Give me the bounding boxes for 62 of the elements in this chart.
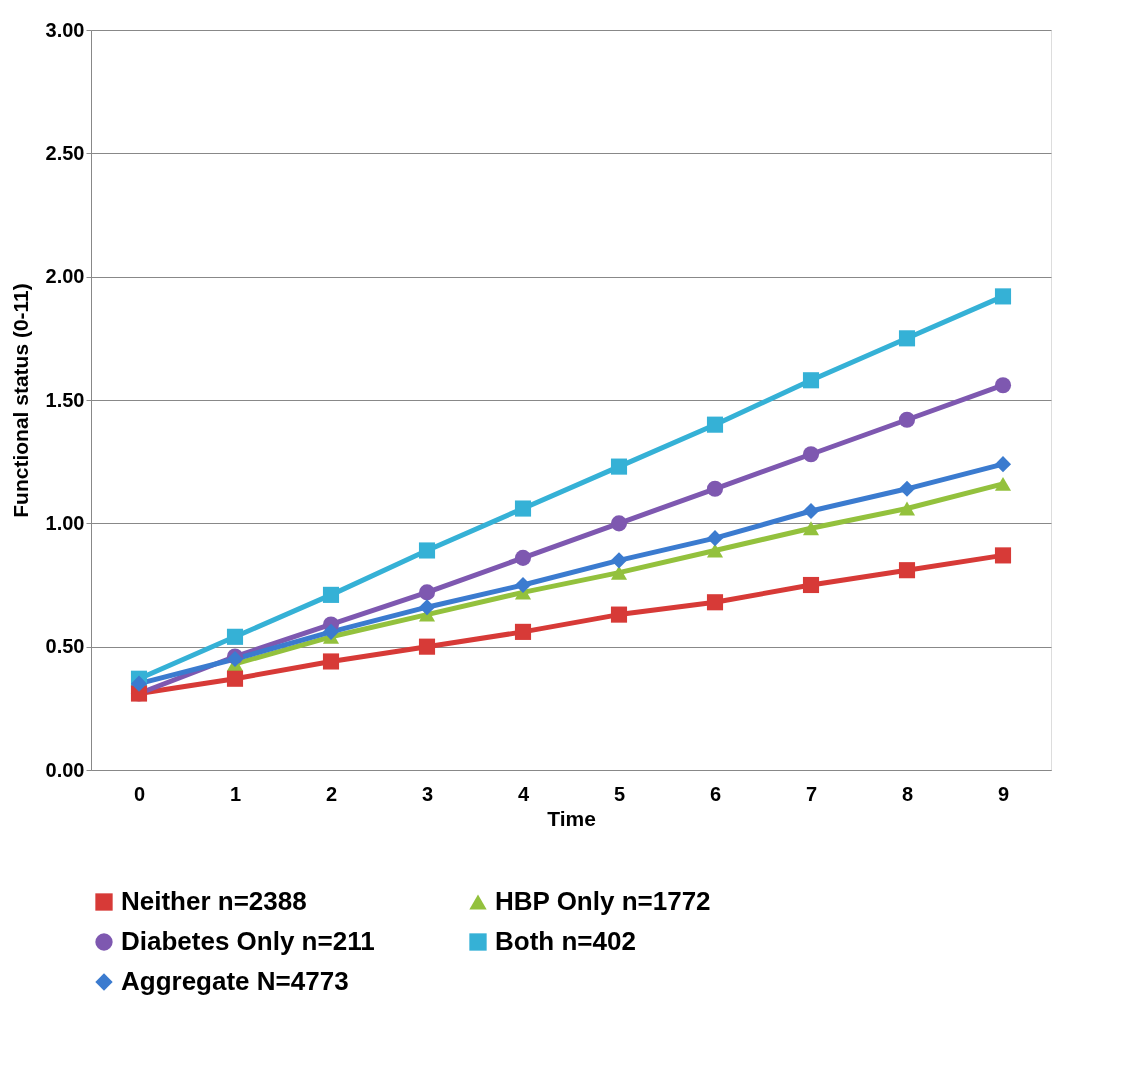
point: [706, 480, 724, 497]
legend-label: HBP Only n=1772: [495, 886, 711, 916]
point: [898, 562, 916, 579]
point: [514, 576, 532, 594]
point: [994, 288, 1012, 305]
x-tick-label: 6: [709, 782, 722, 805]
point: [322, 623, 340, 640]
point: [418, 638, 436, 655]
point: [226, 670, 244, 687]
point: [610, 552, 628, 569]
x-tick-label: 1: [229, 782, 242, 805]
x-tick-label: 8: [901, 782, 914, 805]
x-tick-label: 2: [325, 782, 338, 805]
point: [514, 500, 532, 517]
x-tick-label: 3: [421, 782, 434, 805]
point: [994, 377, 1012, 394]
point: [322, 653, 340, 670]
point: [418, 542, 436, 559]
y-tick-label: 1.00: [45, 511, 85, 534]
x-tick-label: 4: [517, 782, 530, 805]
point: [418, 584, 436, 601]
legend-label: Both n=402: [495, 926, 636, 956]
point: [898, 501, 916, 516]
legend-label: Neither n=2388: [121, 886, 307, 916]
y-tick-label: 0.00: [45, 758, 85, 781]
point: [802, 576, 820, 594]
y-tick-label: 0.50: [45, 635, 85, 658]
point: [514, 623, 532, 640]
point: [706, 594, 724, 611]
point: [610, 515, 628, 532]
y-tick-label: 2.50: [45, 141, 85, 164]
x-tick-label: 5: [613, 782, 626, 805]
point: [898, 480, 916, 497]
point: [322, 586, 340, 603]
point: [130, 675, 148, 692]
point: [802, 521, 820, 536]
y-tick-label: 2.00: [45, 265, 85, 288]
point: [610, 458, 628, 475]
legend-label: Aggregate N=4773: [121, 966, 349, 996]
point: [610, 606, 628, 623]
x-tick-label: 0: [133, 782, 146, 805]
point: [802, 372, 820, 389]
x-tick-label: 7: [805, 782, 818, 805]
y-tick-label: 3.00: [45, 18, 85, 41]
y-tick-label: 1.50: [45, 388, 85, 411]
point: [514, 549, 532, 566]
point: [898, 411, 916, 428]
legend-label: Diabetes Only n=211: [121, 926, 375, 956]
x-tick-label: 9: [997, 782, 1010, 805]
point: [226, 628, 244, 645]
x-axis-title: Time: [547, 806, 596, 830]
point: [802, 446, 820, 463]
y-axis-title: Functional status (0-11): [8, 283, 32, 518]
point: [418, 599, 436, 616]
point: [994, 456, 1012, 473]
point: [994, 476, 1012, 491]
point: [706, 416, 724, 433]
point: [706, 530, 724, 547]
point: [802, 502, 820, 520]
point: [994, 547, 1012, 564]
point: [610, 565, 628, 580]
point: [898, 330, 916, 347]
